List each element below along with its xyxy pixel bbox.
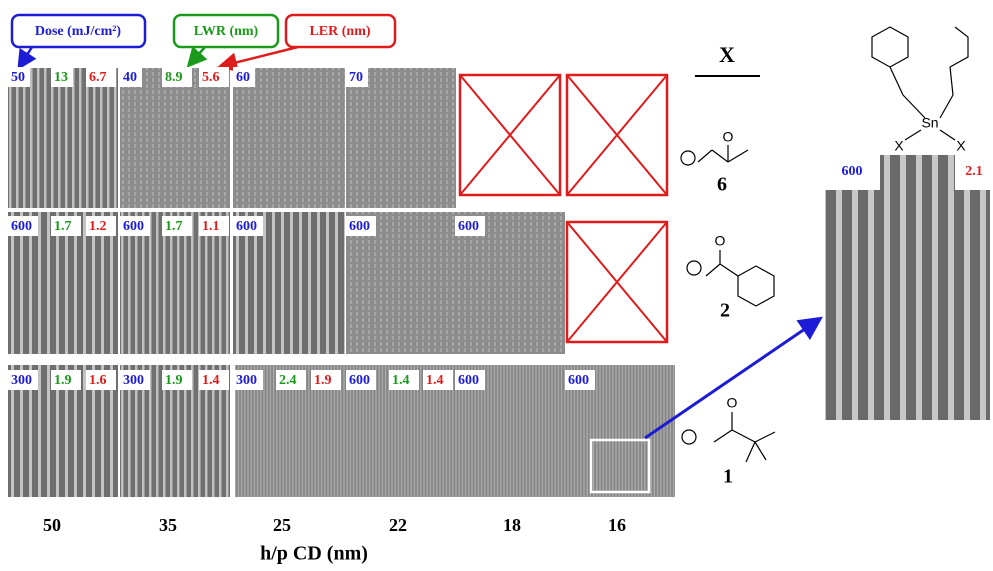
sem-image <box>120 68 230 208</box>
x-label: 18 <box>503 515 521 535</box>
compound-number: 2 <box>720 300 730 322</box>
compound-number: 6 <box>717 174 727 196</box>
dose-label: 600 <box>349 219 370 234</box>
sem-image <box>346 68 456 208</box>
ler-label: 1.4 <box>202 373 220 388</box>
arrow <box>20 47 32 66</box>
column-header: X <box>719 42 735 67</box>
x-label: 25 <box>273 515 291 535</box>
oxygen: O <box>715 233 726 249</box>
sem-image <box>8 68 118 208</box>
ler-label: 1.6 <box>89 373 107 388</box>
dose-label: 60 <box>236 70 250 85</box>
lwr-label: 2.4 <box>279 373 297 388</box>
lwr-label: 1.7 <box>165 219 183 234</box>
lwr-label: 1.9 <box>165 373 183 388</box>
sem-image <box>233 68 345 208</box>
inset-ler: 2.1 <box>965 164 983 179</box>
ler-label: 1.4 <box>426 373 444 388</box>
dose-label: 600 <box>11 219 32 234</box>
lwr-label: 8.9 <box>165 70 183 85</box>
x-axis-title: h/p CD (nm) <box>260 543 368 565</box>
x-label: 50 <box>43 515 61 535</box>
dose-label: 300 <box>236 373 257 388</box>
dose-label: 600 <box>568 373 589 388</box>
inset-dose: 600 <box>842 164 863 179</box>
dose-label: 600 <box>123 219 144 234</box>
ler-label: 1.9 <box>314 373 332 388</box>
x-label: 16 <box>608 515 626 535</box>
dose-label: 600 <box>236 219 257 234</box>
lwr-label: 1.9 <box>54 373 72 388</box>
x-label: 22 <box>389 515 407 535</box>
arrow <box>190 47 205 64</box>
legend-lwr: LWR (nm) <box>194 24 259 39</box>
ler-label: 1.2 <box>89 219 107 234</box>
ler-label: 6.7 <box>89 70 107 85</box>
dose-label: 600 <box>349 373 370 388</box>
x-label: 35 <box>159 515 177 535</box>
dose-label: 70 <box>349 70 363 85</box>
legend-ler: LER (nm) <box>309 24 370 39</box>
oxygen: O <box>727 395 738 411</box>
lwr-label: 1.4 <box>392 373 410 388</box>
metal: Sn <box>921 115 938 131</box>
ler-label: 5.6 <box>202 70 220 85</box>
compound-number: 1 <box>723 466 733 488</box>
lwr-label: 1.7 <box>54 219 72 234</box>
ler-label: 1.1 <box>202 219 220 234</box>
dose-label: 600 <box>458 373 479 388</box>
ligand: X <box>894 138 904 154</box>
lwr-label: 13 <box>54 70 68 85</box>
dose-label: 300 <box>123 373 144 388</box>
figure: Dose (mJ/cm²) LWR (nm) LER (nm) X Sn X X… <box>0 0 993 571</box>
sem-images <box>8 68 675 497</box>
ligand: X <box>956 138 966 154</box>
dose-label: 300 <box>11 373 32 388</box>
legend-dose: Dose (mJ/cm²) <box>35 24 122 39</box>
dose-label: 40 <box>123 70 137 85</box>
oxygen: O <box>723 129 734 145</box>
dose-label: 50 <box>11 70 25 85</box>
arrow <box>222 47 298 66</box>
dose-label: 600 <box>458 219 479 234</box>
inset-image <box>825 155 990 420</box>
